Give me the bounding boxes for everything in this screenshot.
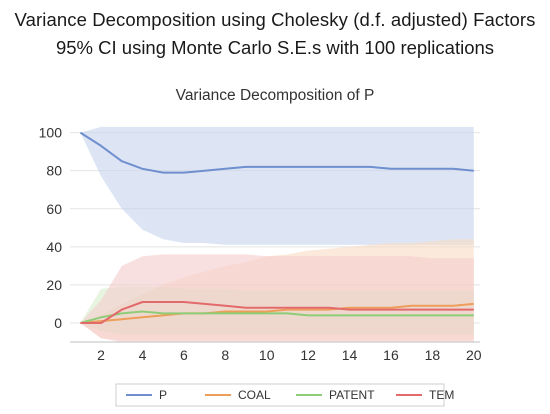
- x-tick-label: 6: [180, 347, 188, 363]
- band-p: [80, 126, 474, 245]
- axes: 0 20 40 60 80 100 2 4 6 8 10 12 14 16 18 20: [39, 125, 482, 363]
- x-tick-label: 14: [342, 347, 358, 363]
- band-tem: [80, 254, 474, 342]
- legend-label-coal: COAL: [238, 388, 271, 402]
- series-line-p: [79, 131, 474, 174]
- y-tick-label: 40: [46, 239, 62, 255]
- x-tick-label: 2: [97, 347, 105, 363]
- x-tick-label: 16: [383, 347, 399, 363]
- legend: P COAL PATENT TEM: [115, 383, 454, 407]
- legend-label-patent: PATENT: [329, 388, 375, 402]
- x-tick-label: 20: [466, 347, 482, 363]
- x-tick-label: 12: [300, 347, 316, 363]
- legend-box: [115, 383, 445, 407]
- x-tick-label: 8: [221, 347, 229, 363]
- legend-label-p: P: [159, 388, 167, 402]
- series-lines: [79, 131, 474, 324]
- x-tick-label: 18: [425, 347, 441, 363]
- x-tick-label: 4: [139, 347, 147, 363]
- legend-label-tem: TEM: [429, 388, 454, 402]
- series-line-tem: [80, 301, 474, 324]
- chart-title: Variance Decomposition of P: [175, 87, 375, 104]
- x-tick-label: 10: [259, 347, 275, 363]
- y-tick-label: 0: [54, 315, 62, 331]
- y-tick-label: 60: [46, 201, 62, 217]
- y-tick-label: 80: [46, 163, 62, 179]
- series-line-patent: [80, 310, 474, 324]
- y-tick-label: 20: [46, 277, 62, 293]
- figure-subtitle: 95% CI using Monte Carlo S.E.s with 100 …: [55, 37, 495, 58]
- series-line-coal: [80, 302, 474, 324]
- figure-title: Variance Decomposition using Cholesky (d…: [14, 9, 536, 30]
- y-tick-label: 100: [39, 125, 63, 141]
